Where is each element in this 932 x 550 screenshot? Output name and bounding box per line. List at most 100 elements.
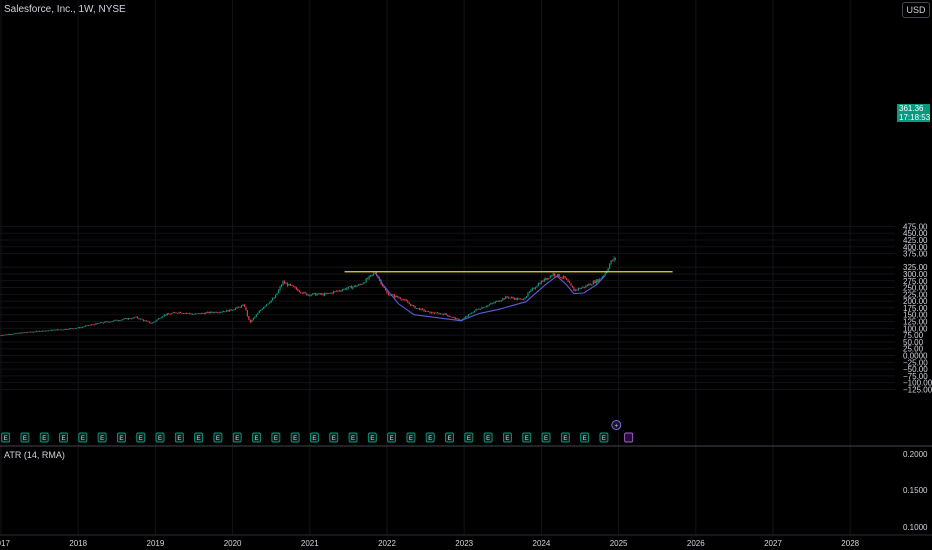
candle-body — [372, 273, 375, 275]
price-tick-label: −75.00 — [903, 372, 928, 381]
earnings-flag-icon[interactable]: E — [367, 432, 377, 443]
earnings-flag-icon[interactable]: E — [78, 432, 88, 443]
price-tick-label: 250.00 — [903, 284, 928, 293]
candle-body — [398, 297, 400, 299]
candle-body — [451, 316, 453, 318]
candle-body — [410, 303, 412, 306]
candle-body — [475, 309, 477, 311]
earnings-flag-icon[interactable]: E — [599, 432, 609, 443]
earnings-flag-icon[interactable]: E — [232, 432, 242, 443]
candle-body — [426, 311, 428, 312]
candle-body — [289, 283, 292, 286]
earnings-flag-icon[interactable]: E — [502, 432, 512, 443]
candle-body — [179, 312, 182, 313]
candle-body — [374, 273, 376, 275]
candle-body — [87, 325, 90, 327]
candle-body — [47, 330, 50, 332]
candle-body — [25, 332, 27, 334]
candle-body — [298, 291, 300, 292]
candle-body — [187, 313, 189, 314]
candle-body — [148, 321, 151, 323]
candle-body — [119, 320, 121, 322]
earnings-flag-icon[interactable]: E — [155, 432, 165, 443]
earnings-flag-icon[interactable]: E — [39, 432, 49, 443]
candle-body — [240, 305, 243, 308]
earnings-flag-icon[interactable]: E — [97, 432, 107, 443]
candle-body — [328, 293, 330, 294]
candle-body — [554, 273, 556, 276]
candle-body — [0, 335, 2, 336]
earnings-flag-icon[interactable]: E — [464, 432, 474, 443]
earnings-flag-icon[interactable]: E — [387, 432, 397, 443]
time-tick-label: 2023 — [455, 539, 473, 548]
candle-body — [172, 312, 174, 314]
candle-body — [95, 323, 97, 325]
candle-body — [570, 283, 572, 286]
earnings-flag-icon[interactable]: E — [194, 432, 204, 443]
earnings-flag-icon[interactable]: E — [425, 432, 435, 443]
candle-body — [147, 320, 149, 322]
earnings-flag-glyph: E — [332, 436, 336, 442]
candle-body — [564, 276, 566, 279]
earnings-flag-icon[interactable]: E — [1, 432, 11, 443]
candle-body — [326, 293, 329, 294]
earnings-flag-icon[interactable]: E — [483, 432, 493, 443]
earnings-flag-icon[interactable]: E — [174, 432, 184, 443]
candle-body — [22, 332, 24, 334]
earnings-flag-icon[interactable]: E — [522, 432, 532, 443]
candle-body — [105, 321, 107, 323]
candle-body — [499, 301, 501, 302]
candle-body — [609, 264, 611, 269]
earnings-flag-icon[interactable]: E — [290, 432, 300, 443]
earnings-flag-box — [232, 432, 242, 443]
candle-body — [9, 334, 11, 336]
earnings-flag-icon[interactable]: E — [445, 432, 454, 443]
earnings-flag-icon[interactable]: E — [329, 432, 339, 443]
candle-body — [279, 286, 281, 290]
earnings-flag-icon[interactable]: E — [59, 432, 68, 443]
candle-body — [83, 326, 85, 328]
earnings-flag-glyph: E — [390, 436, 394, 442]
currency-button[interactable]: USD — [902, 2, 930, 18]
earnings-flag-icon[interactable]: E — [213, 432, 223, 443]
candle-body — [444, 313, 446, 315]
earnings-flag-icon[interactable]: E — [20, 432, 30, 443]
earnings-flag-icon[interactable]: E — [348, 432, 358, 443]
handle-curve — [556, 275, 606, 295]
earnings-flag-icon[interactable]: E — [406, 432, 416, 443]
candle-body — [185, 313, 188, 314]
candle-body — [340, 290, 342, 292]
candle-body — [534, 287, 537, 289]
candle-body — [98, 323, 100, 324]
earnings-flag-icon[interactable]: E — [580, 432, 590, 443]
dividend-icon[interactable]: + — [611, 420, 622, 430]
candle-body — [335, 291, 338, 292]
candle-body — [319, 293, 321, 295]
last-price-time: 17:18:53 — [899, 113, 931, 122]
candle-body — [481, 307, 483, 309]
earnings-flag-icon[interactable]: E — [252, 432, 261, 443]
earnings-flag-glyph: E — [312, 436, 316, 442]
earnings-flag-icon[interactable]: E — [271, 432, 281, 443]
candle-body — [19, 332, 21, 334]
candle-body — [212, 312, 214, 314]
candle-body — [117, 320, 119, 322]
candle-body — [303, 292, 305, 294]
candle-body — [355, 285, 357, 287]
earnings-flag-box — [271, 432, 281, 443]
earnings-flag-box — [541, 432, 551, 443]
earnings-flag-icon[interactable]: E — [541, 432, 551, 443]
candle-body — [214, 311, 216, 313]
candle-body — [276, 293, 278, 296]
time-tick-label: 2024 — [533, 539, 551, 548]
earnings-flag-icon[interactable]: E — [560, 432, 570, 443]
candle-body — [37, 330, 39, 332]
candle-body — [607, 268, 609, 272]
earnings-flag-icon[interactable]: E — [309, 432, 319, 443]
earnings-flag-icon[interactable]: E — [136, 432, 146, 443]
candle-body — [264, 305, 266, 307]
price-tick-label: −125.00 — [903, 385, 932, 394]
earnings-flag-icon[interactable]: E — [116, 432, 126, 443]
candle-body — [601, 276, 603, 279]
